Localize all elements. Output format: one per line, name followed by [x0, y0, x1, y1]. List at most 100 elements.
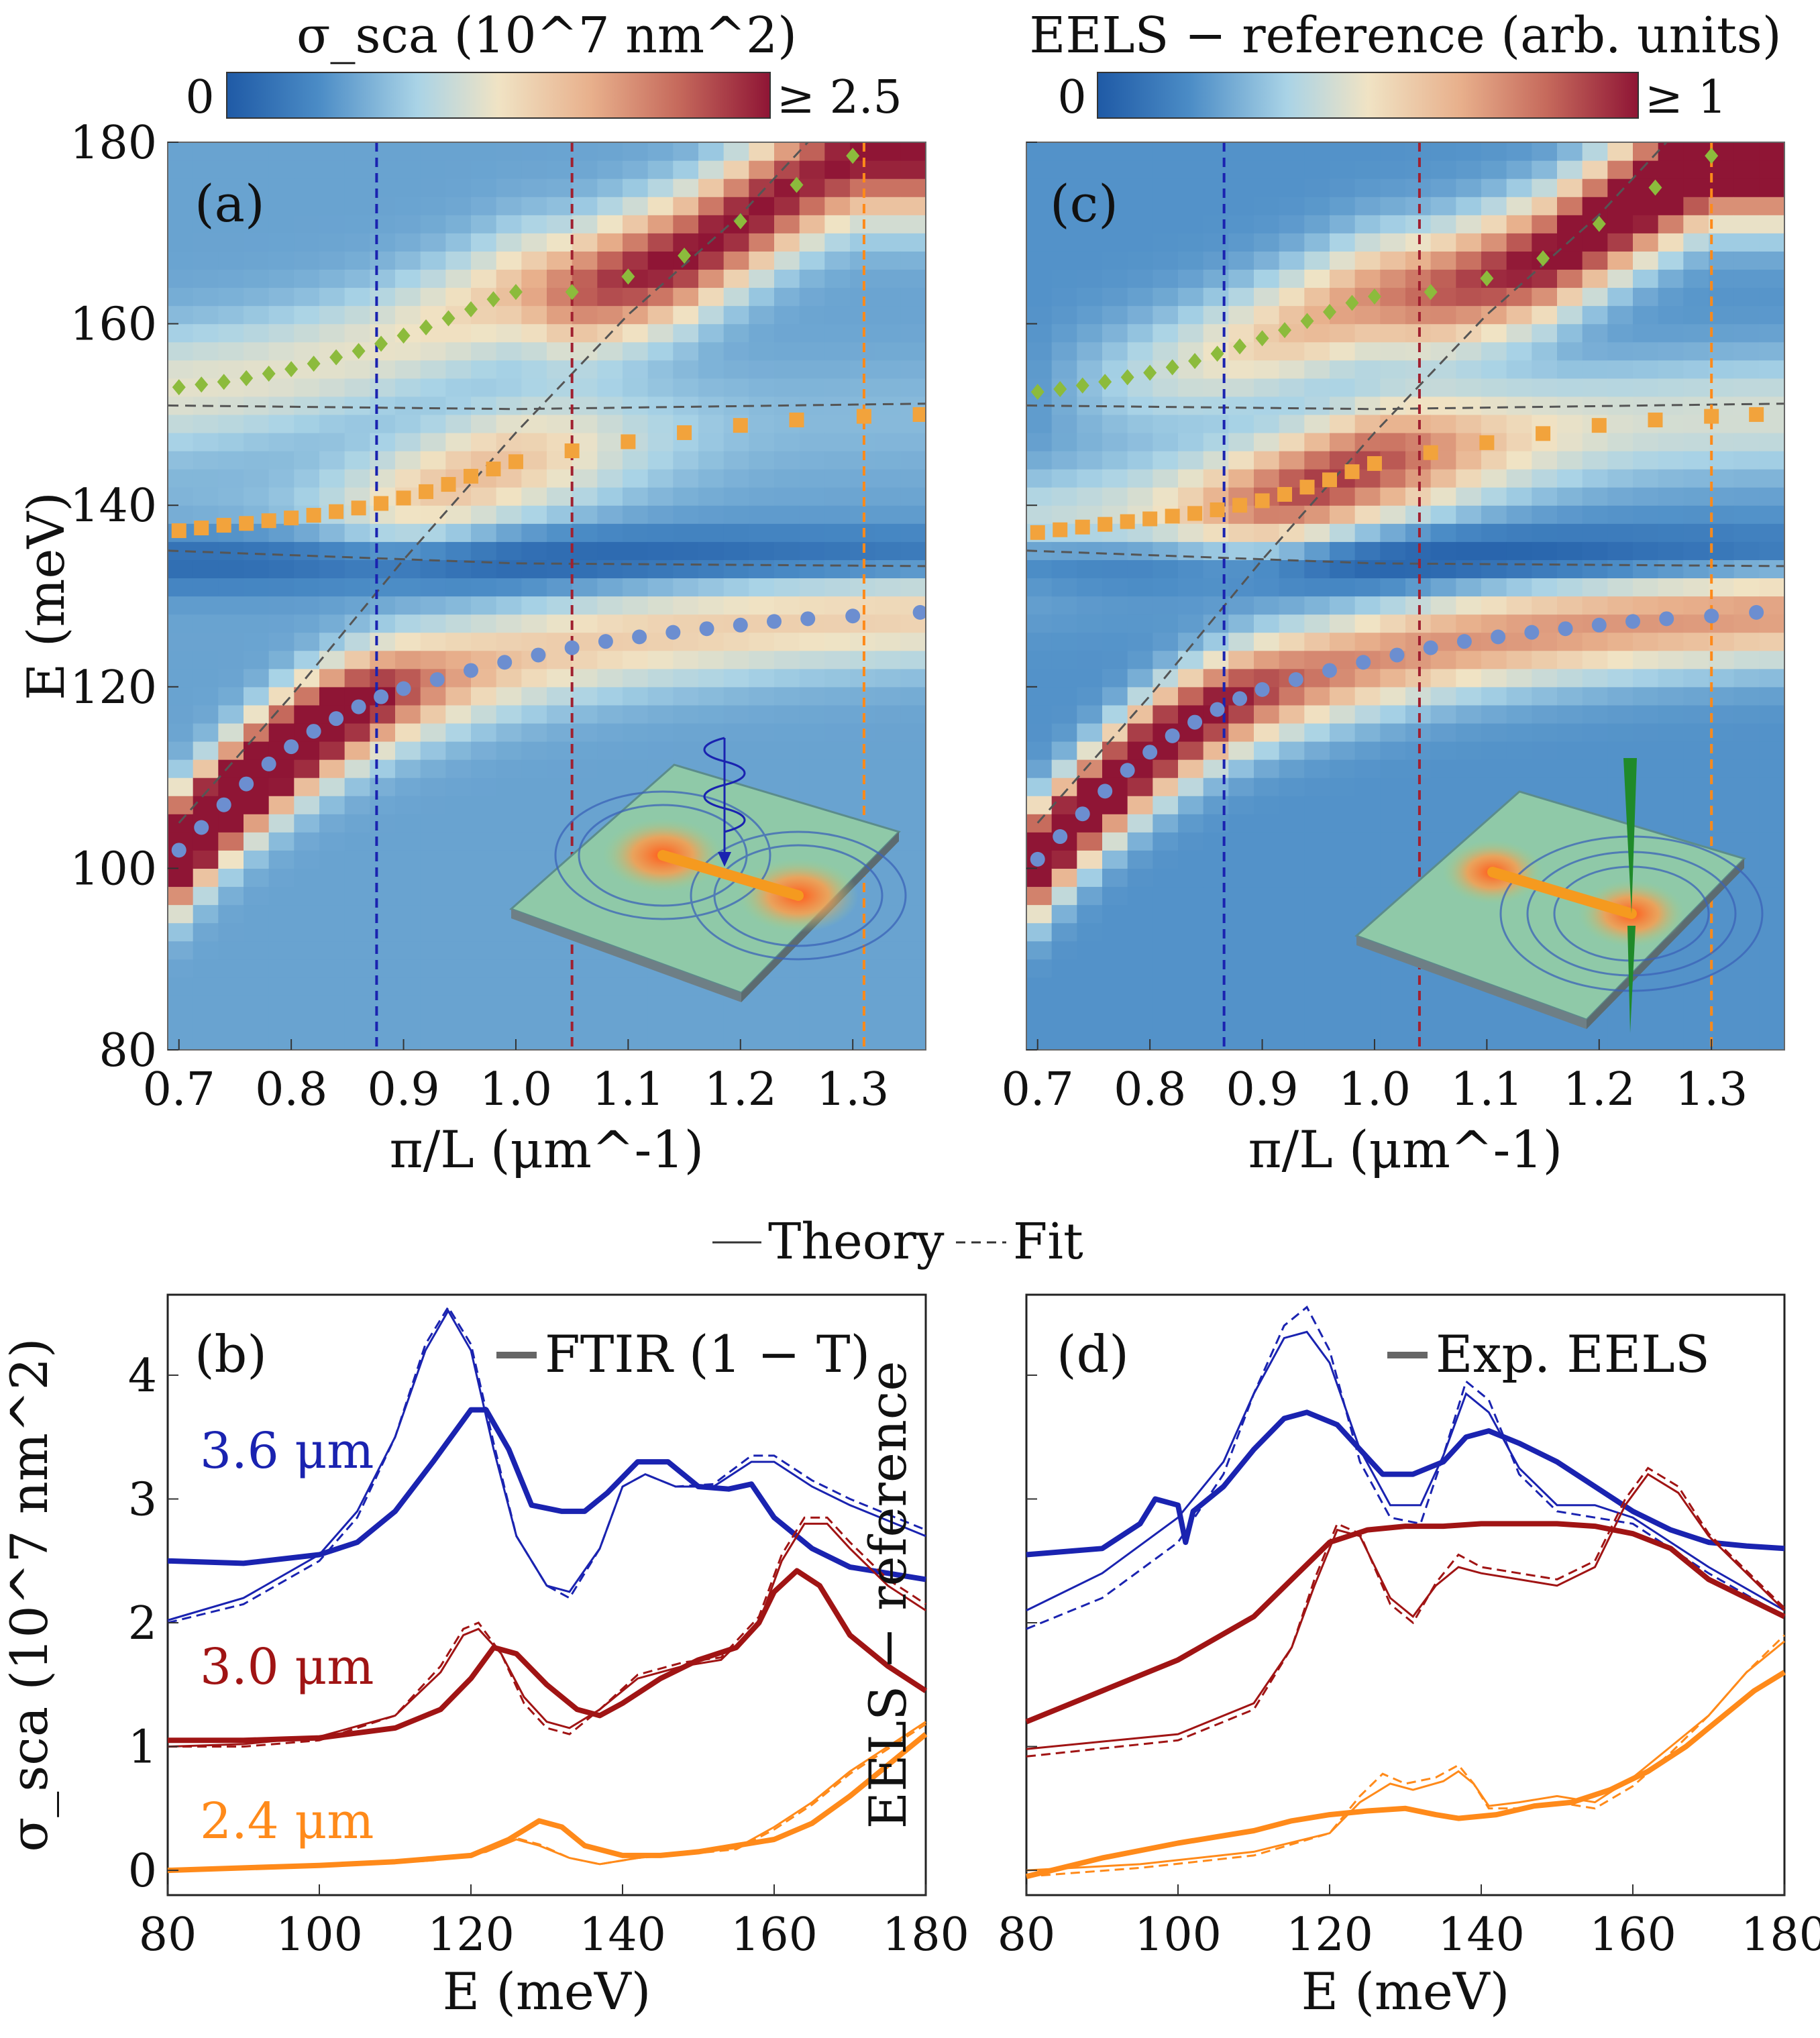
panel-c-cell	[1506, 160, 1532, 179]
panel-c-cell	[1153, 796, 1179, 814]
panel-c-cell	[1077, 142, 1103, 161]
panel-a-cell	[344, 215, 370, 233]
panel-c-cell	[1733, 323, 1760, 343]
panel-a-cell	[673, 305, 699, 325]
panel-c-cell	[1683, 197, 1709, 215]
panel-c-cell	[1506, 668, 1532, 688]
panel-c-cell	[1153, 469, 1179, 488]
panel-a-cell	[647, 142, 674, 161]
panel-c-cell	[1607, 142, 1634, 161]
panel-c-cell	[1683, 995, 1709, 1014]
panel-c-upper-point	[1210, 345, 1224, 362]
panel-a-cell	[597, 178, 623, 197]
panel-c-lower-point	[1288, 672, 1303, 687]
panel-a-cell	[900, 668, 926, 688]
panel-a-cell	[647, 650, 674, 669]
panel-a-cell	[774, 995, 800, 1014]
panel-c-cell	[1557, 269, 1583, 288]
panel-c-cell	[1304, 578, 1330, 597]
panel-a-cell	[193, 233, 219, 252]
panel-c-xtick-label: 0.9	[1226, 1063, 1298, 1116]
panel-c-cell	[1304, 814, 1330, 833]
panel-c-cell	[1380, 451, 1406, 470]
panel-a-cell	[244, 469, 270, 488]
panel-c-cell	[1178, 668, 1204, 688]
panel-a-cell	[673, 215, 699, 233]
panel-c-cell	[1077, 341, 1103, 361]
panel-a-cell	[496, 796, 522, 814]
panel-a-cell	[420, 1013, 446, 1032]
panel-c-cell	[1026, 959, 1053, 978]
panel-c-cell	[1077, 741, 1103, 760]
panel-c-cell	[1354, 233, 1381, 252]
panel-a-cell	[319, 305, 345, 325]
panel-c-cell	[1153, 341, 1179, 361]
panel-a-cell	[774, 360, 800, 379]
colorbar-a-title: σ_sca (10^7 nm^2)	[297, 7, 797, 64]
panel-c-cell	[1228, 650, 1254, 669]
panel-c-cell	[1633, 596, 1659, 615]
panel-c-cell	[1430, 396, 1456, 415]
panel-a-cell	[647, 215, 674, 233]
panel-a-cell	[875, 614, 901, 633]
panel-a-cell	[824, 378, 851, 397]
panel-c-cell	[1279, 160, 1305, 179]
panel-c-cell	[1759, 650, 1784, 669]
panel-c-cell	[1330, 995, 1356, 1014]
panel-a-cell	[521, 704, 547, 724]
panel-c-cell	[1380, 741, 1406, 760]
panel-c-cell	[1354, 886, 1381, 906]
panel-b-ytick-label: 4	[128, 1350, 157, 1403]
panel-c-cell	[1633, 722, 1659, 742]
panel-c-cell	[1733, 432, 1760, 451]
panel-c-cell	[1733, 759, 1760, 778]
panel-a-cell	[572, 414, 598, 433]
panel-a-cell	[319, 796, 345, 814]
panel-b-series-1-exp	[168, 1568, 928, 1744]
panel-a-cell	[496, 959, 522, 978]
panel-a-cell	[875, 886, 901, 906]
panel-a-cell	[496, 1031, 522, 1050]
panel-c-cell	[1279, 814, 1305, 833]
panel-c-lower-point	[1165, 728, 1180, 743]
panel-a-cell	[344, 868, 370, 888]
panel-c-cell	[1228, 886, 1254, 906]
panel-c-cell	[1709, 686, 1735, 706]
panel-a-cell	[294, 487, 320, 506]
panel-a-cell	[294, 596, 320, 615]
panel-c-cell	[1026, 287, 1053, 307]
panel-c-cell	[1683, 360, 1709, 379]
panel-c-cell	[1178, 523, 1204, 542]
panel-c-cell	[1709, 178, 1735, 197]
panel-c-cell	[1481, 233, 1507, 252]
panel-a-cell	[875, 432, 901, 451]
panel-c-cell	[1607, 487, 1634, 506]
panel-c-cell	[1607, 160, 1634, 179]
panel-c-cell	[1279, 995, 1305, 1014]
panel-a-cell	[597, 287, 623, 307]
panel-c-cell	[1506, 287, 1532, 307]
panel-a-cell	[168, 178, 194, 197]
panel-a-cell	[218, 541, 244, 560]
panel-a-cell	[268, 832, 295, 851]
panel-a-cell	[370, 596, 396, 615]
panel-a-cell	[193, 650, 219, 669]
colorbar-c-max-label: ≥ 1	[1645, 71, 1727, 124]
panel-a-cell	[244, 269, 270, 288]
panel-c-cell	[1304, 922, 1330, 942]
panel-a-xlabel: π/L (μm^-1)	[390, 1120, 704, 1179]
panel-d-xlabel: E (meV)	[1301, 1962, 1510, 2021]
panel-c-lower-point	[1704, 608, 1719, 624]
panel-a-cell	[875, 505, 901, 524]
panel-a-cell	[723, 541, 749, 560]
panel-a-cell	[673, 287, 699, 307]
panel-a-cell	[900, 142, 926, 161]
panel-c-cell	[1153, 850, 1179, 869]
panel-c-heatmap: 0.7 0.8 0.9 1.0 1.1 1.2 1.3π/L (μm^-1)	[1002, 142, 1785, 1179]
panel-c-cell	[1330, 378, 1356, 397]
panel-c-cell	[1532, 197, 1558, 215]
panel-c-cell	[1330, 160, 1356, 179]
panel-c-cell	[1633, 1013, 1659, 1032]
panel-a-cell	[824, 704, 851, 724]
panel-c-cell	[1430, 777, 1456, 796]
